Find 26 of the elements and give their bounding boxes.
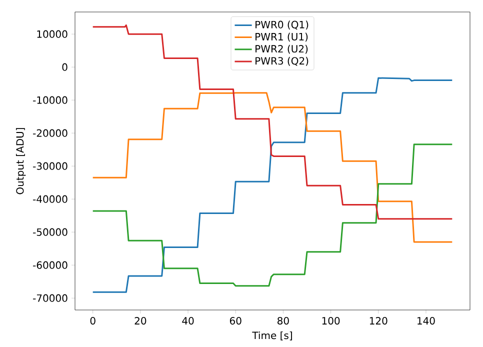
x-tick-label: 40 xyxy=(182,317,194,325)
x-tick-label: 120 xyxy=(370,317,388,325)
x-tick-label: 100 xyxy=(322,317,340,325)
y-tick-label: -10000 xyxy=(33,96,68,104)
y-axis-title: Output [ADU] xyxy=(16,128,26,194)
line-series xyxy=(92,92,453,243)
y-tick-label: -20000 xyxy=(33,129,68,137)
y-tick-label: -40000 xyxy=(33,195,68,203)
y-tick-label: -50000 xyxy=(33,228,68,236)
x-tick-label: 20 xyxy=(134,317,146,325)
x-tick-label: 60 xyxy=(230,317,242,325)
x-tick-label: 80 xyxy=(278,317,289,325)
legend-label: PWR3 (Q2) xyxy=(256,56,308,66)
x-tick-label: 0 xyxy=(90,317,96,325)
legend-label: PWR1 (U1) xyxy=(256,32,308,42)
y-tick-label: -60000 xyxy=(33,261,68,269)
y-tick-label: -70000 xyxy=(33,294,68,302)
x-axis-title: Time [s] xyxy=(252,331,292,340)
legend-label: PWR2 (U2) xyxy=(256,44,308,54)
y-tick-label: -30000 xyxy=(33,162,68,170)
y-tick-label: 0 xyxy=(62,63,68,71)
line-series xyxy=(92,144,453,287)
line-series xyxy=(92,77,453,293)
legend-label: PWR0 (Q1) xyxy=(256,20,308,30)
x-tick-label: 140 xyxy=(418,317,435,325)
y-tick-label: 10000 xyxy=(37,30,68,38)
